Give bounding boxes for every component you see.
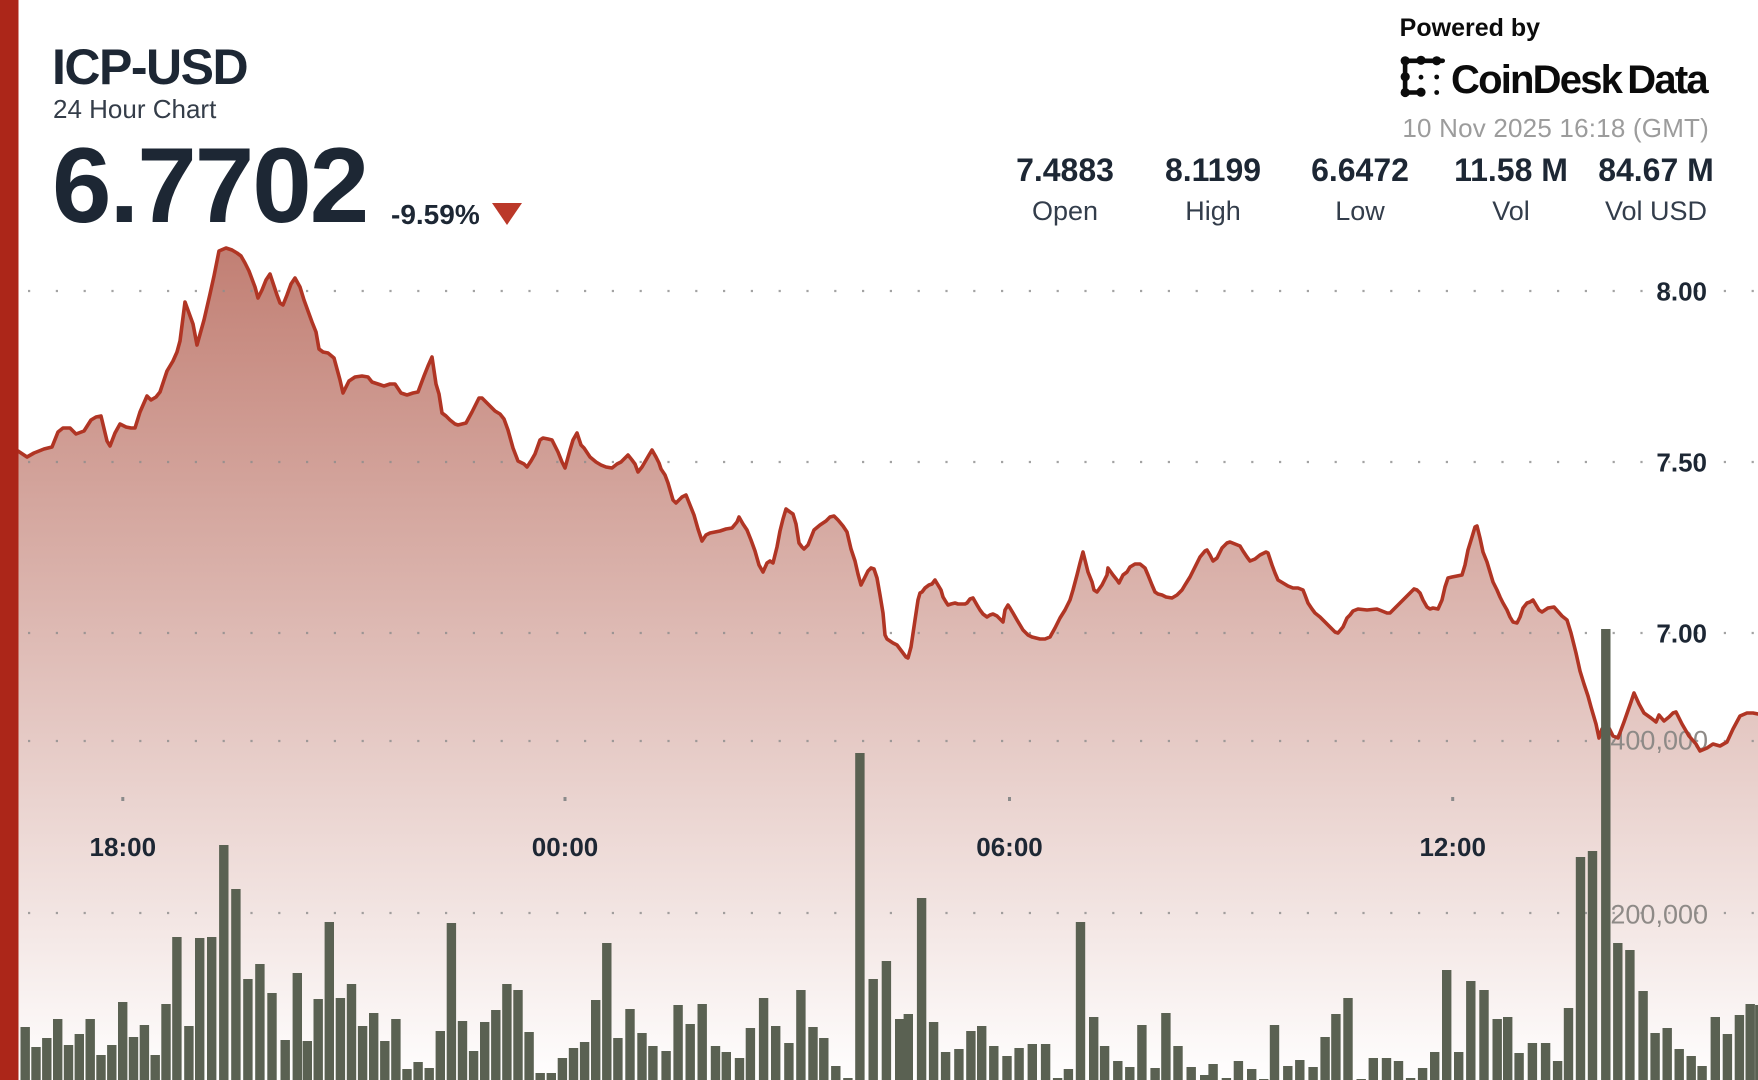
svg-text:12:00: 12:00 bbox=[1419, 832, 1486, 862]
svg-text:00:00: 00:00 bbox=[532, 832, 599, 862]
svg-text:7.00: 7.00 bbox=[1656, 619, 1707, 649]
svg-text:7.50: 7.50 bbox=[1656, 448, 1707, 478]
svg-text:8.00: 8.00 bbox=[1656, 277, 1707, 307]
svg-text:18:00: 18:00 bbox=[90, 832, 157, 862]
svg-text:06:00: 06:00 bbox=[976, 832, 1043, 862]
svg-text:200,000: 200,000 bbox=[1610, 900, 1708, 930]
